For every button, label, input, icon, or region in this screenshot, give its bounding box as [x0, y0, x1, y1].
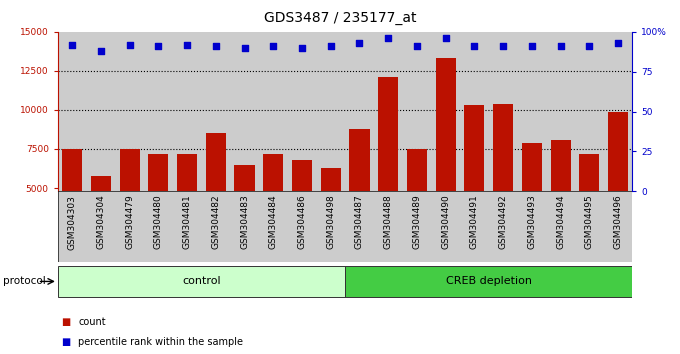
Point — [239, 45, 250, 51]
Bar — [177, 154, 197, 266]
Point — [498, 44, 509, 49]
Point — [268, 44, 279, 49]
Point — [555, 44, 566, 49]
Text: GDS3487 / 235177_at: GDS3487 / 235177_at — [264, 11, 416, 25]
Text: GSM304479: GSM304479 — [125, 195, 134, 250]
Point — [182, 42, 192, 47]
Point — [153, 44, 164, 49]
Text: GSM304482: GSM304482 — [211, 195, 220, 249]
Point — [124, 42, 135, 47]
Text: GSM304481: GSM304481 — [183, 195, 192, 250]
Bar — [263, 154, 284, 266]
Bar — [464, 105, 484, 266]
Text: GSM304489: GSM304489 — [413, 195, 422, 250]
Text: GSM304480: GSM304480 — [154, 195, 163, 250]
Point — [613, 40, 624, 46]
Text: GSM304496: GSM304496 — [613, 195, 622, 250]
Text: protocol: protocol — [3, 276, 46, 286]
Point — [210, 44, 221, 49]
Bar — [321, 168, 341, 266]
Bar — [378, 77, 398, 266]
Text: CREB depletion: CREB depletion — [446, 276, 532, 286]
Bar — [579, 154, 599, 266]
Bar — [62, 149, 82, 266]
Text: GSM304493: GSM304493 — [528, 195, 537, 250]
Text: ■: ■ — [61, 317, 71, 327]
Bar — [350, 129, 369, 266]
Bar — [608, 112, 628, 266]
Bar — [551, 139, 571, 266]
Bar — [292, 160, 312, 266]
Text: GSM304488: GSM304488 — [384, 195, 392, 250]
Point — [440, 35, 451, 41]
Text: GSM304303: GSM304303 — [68, 195, 77, 250]
Point — [411, 44, 422, 49]
Bar — [206, 133, 226, 266]
Point — [584, 44, 595, 49]
Text: GSM304486: GSM304486 — [298, 195, 307, 250]
Bar — [345, 266, 632, 297]
Bar — [436, 58, 456, 266]
Point — [67, 42, 78, 47]
Text: GSM304304: GSM304304 — [97, 195, 105, 250]
Bar — [148, 154, 169, 266]
Point — [526, 44, 537, 49]
Text: GSM304492: GSM304492 — [498, 195, 507, 249]
Text: percentile rank within the sample: percentile rank within the sample — [78, 337, 243, 347]
Bar — [407, 149, 427, 266]
Point — [354, 40, 365, 46]
Point — [95, 48, 106, 54]
Text: ■: ■ — [61, 337, 71, 347]
Text: count: count — [78, 317, 106, 327]
Bar — [120, 149, 139, 266]
Point — [296, 45, 307, 51]
Text: GSM304484: GSM304484 — [269, 195, 277, 249]
Text: GSM304490: GSM304490 — [441, 195, 450, 250]
Bar — [522, 143, 542, 266]
Text: GSM304494: GSM304494 — [556, 195, 565, 249]
Text: GSM304487: GSM304487 — [355, 195, 364, 250]
Point — [383, 35, 394, 41]
Point — [469, 44, 480, 49]
Bar — [91, 176, 111, 266]
Bar — [493, 104, 513, 266]
Text: GSM304483: GSM304483 — [240, 195, 249, 250]
Point — [325, 44, 336, 49]
Text: control: control — [182, 276, 221, 286]
Text: GSM304491: GSM304491 — [470, 195, 479, 250]
Bar — [58, 266, 345, 297]
Text: GSM304495: GSM304495 — [585, 195, 594, 250]
Bar — [235, 165, 254, 266]
Text: GSM304498: GSM304498 — [326, 195, 335, 250]
